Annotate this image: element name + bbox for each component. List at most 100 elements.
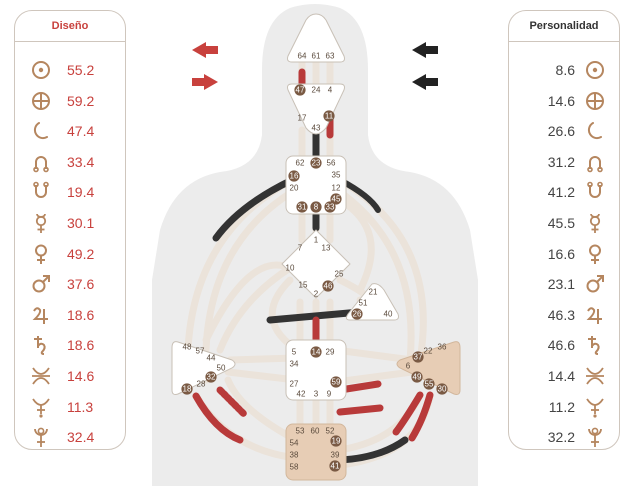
personality-row[interactable]: 41.2 bbox=[509, 177, 619, 207]
personality-row[interactable]: 46.3 bbox=[509, 300, 619, 330]
design-row[interactable]: 49.2 bbox=[15, 239, 125, 269]
personality-row[interactable]: 26.6 bbox=[509, 116, 619, 146]
spleen-center[interactable] bbox=[171, 341, 236, 395]
gate-16[interactable]: 16 bbox=[290, 172, 299, 181]
gate-27[interactable]: 27 bbox=[290, 380, 299, 389]
gate-54[interactable]: 54 bbox=[290, 439, 299, 448]
g-center[interactable] bbox=[281, 229, 351, 299]
gate-44[interactable]: 44 bbox=[207, 354, 216, 363]
personality-row[interactable]: 23.1 bbox=[509, 269, 619, 299]
gate-18[interactable]: 18 bbox=[183, 385, 192, 394]
ajna-center[interactable] bbox=[287, 83, 345, 135]
gate-36[interactable]: 36 bbox=[438, 343, 447, 352]
head-center[interactable] bbox=[287, 13, 345, 63]
solar-plexus-center[interactable] bbox=[396, 341, 461, 395]
gate-2[interactable]: 2 bbox=[314, 290, 319, 299]
gate-20[interactable]: 20 bbox=[290, 184, 299, 193]
gate-11[interactable]: 11 bbox=[325, 112, 334, 121]
gate-56[interactable]: 56 bbox=[327, 159, 336, 168]
design-row[interactable]: 33.4 bbox=[15, 147, 125, 177]
gate-30[interactable]: 30 bbox=[438, 385, 447, 394]
gate-61[interactable]: 61 bbox=[312, 52, 321, 61]
gate-3[interactable]: 3 bbox=[314, 390, 319, 399]
gate-63[interactable]: 63 bbox=[326, 52, 335, 61]
gate-23[interactable]: 23 bbox=[312, 159, 321, 168]
gate-10[interactable]: 10 bbox=[286, 264, 295, 273]
gate-58[interactable]: 58 bbox=[290, 463, 299, 472]
gate-17[interactable]: 17 bbox=[298, 114, 307, 123]
gate-25[interactable]: 25 bbox=[335, 270, 344, 279]
gate-45[interactable]: 45 bbox=[332, 195, 341, 204]
design-row[interactable]: 19.4 bbox=[15, 177, 125, 207]
personality-row[interactable]: 14.4 bbox=[509, 361, 619, 391]
personality-row[interactable]: 11.2 bbox=[509, 392, 619, 422]
gate-40[interactable]: 40 bbox=[384, 310, 393, 319]
design-row[interactable]: 59.2 bbox=[15, 86, 125, 116]
personality-row[interactable]: 46.6 bbox=[509, 330, 619, 360]
personality-row[interactable]: 14.6 bbox=[509, 86, 619, 116]
gate-41[interactable]: 41 bbox=[331, 462, 340, 471]
gate-24[interactable]: 24 bbox=[312, 86, 321, 95]
gate-8[interactable]: 8 bbox=[314, 203, 319, 212]
design-row[interactable]: 30.1 bbox=[15, 208, 125, 238]
design-row[interactable]: 18.6 bbox=[15, 330, 125, 360]
gate-59[interactable]: 59 bbox=[332, 378, 341, 387]
gate-32[interactable]: 32 bbox=[207, 373, 216, 382]
gate-43[interactable]: 43 bbox=[312, 124, 321, 133]
gate-50[interactable]: 50 bbox=[217, 364, 226, 373]
gate-1[interactable]: 1 bbox=[314, 236, 319, 245]
personality-value: 14.4 bbox=[547, 368, 575, 384]
gate-15[interactable]: 15 bbox=[299, 281, 308, 290]
personality-row[interactable]: 32.2 bbox=[509, 422, 619, 452]
personality-row[interactable]: 8.6 bbox=[509, 55, 619, 85]
gate-active-marker bbox=[324, 201, 336, 213]
gate-4[interactable]: 4 bbox=[328, 86, 333, 95]
gate-5[interactable]: 5 bbox=[292, 348, 297, 357]
design-row[interactable]: 47.4 bbox=[15, 116, 125, 146]
design-row[interactable]: 18.6 bbox=[15, 300, 125, 330]
gate-62[interactable]: 62 bbox=[296, 159, 305, 168]
gate-42[interactable]: 42 bbox=[297, 390, 306, 399]
gate-7[interactable]: 7 bbox=[298, 244, 303, 253]
gate-31[interactable]: 31 bbox=[298, 203, 307, 212]
gate-46[interactable]: 46 bbox=[324, 282, 333, 291]
south-node-icon bbox=[587, 182, 603, 199]
personality-row[interactable]: 16.6 bbox=[509, 239, 619, 269]
gate-37[interactable]: 37 bbox=[414, 353, 423, 362]
gate-29[interactable]: 29 bbox=[326, 348, 335, 357]
design-row[interactable]: 37.6 bbox=[15, 269, 125, 299]
gate-38[interactable]: 38 bbox=[290, 451, 299, 460]
gate-13[interactable]: 13 bbox=[322, 244, 331, 253]
gate-49[interactable]: 49 bbox=[413, 373, 422, 382]
design-row[interactable]: 55.2 bbox=[15, 55, 125, 85]
gate-48[interactable]: 48 bbox=[183, 343, 192, 352]
gate-9[interactable]: 9 bbox=[327, 390, 332, 399]
design-row[interactable]: 14.6 bbox=[15, 361, 125, 391]
gate-34[interactable]: 34 bbox=[290, 360, 299, 369]
gate-53[interactable]: 53 bbox=[296, 427, 305, 436]
gate-6[interactable]: 6 bbox=[406, 362, 411, 371]
gate-35[interactable]: 35 bbox=[332, 171, 341, 180]
personality-row[interactable]: 31.2 bbox=[509, 147, 619, 177]
gate-47[interactable]: 47 bbox=[296, 86, 305, 95]
gate-57[interactable]: 57 bbox=[196, 347, 205, 356]
gate-28[interactable]: 28 bbox=[197, 380, 206, 389]
sacral-center[interactable] bbox=[285, 339, 347, 401]
gate-60[interactable]: 60 bbox=[311, 427, 320, 436]
personality-row[interactable]: 45.5 bbox=[509, 208, 619, 238]
gate-39[interactable]: 39 bbox=[331, 451, 340, 460]
gate-51[interactable]: 51 bbox=[359, 299, 368, 308]
design-row[interactable]: 11.3 bbox=[15, 392, 125, 422]
design-row[interactable]: 32.4 bbox=[15, 422, 125, 452]
gate-14[interactable]: 14 bbox=[312, 348, 321, 357]
gate-21[interactable]: 21 bbox=[369, 288, 378, 297]
gate-64[interactable]: 64 bbox=[298, 52, 307, 61]
gate-26[interactable]: 26 bbox=[353, 310, 362, 319]
gate-33[interactable]: 33 bbox=[326, 203, 335, 212]
gate-22[interactable]: 22 bbox=[424, 347, 433, 356]
gate-52[interactable]: 52 bbox=[326, 427, 335, 436]
gate-12[interactable]: 12 bbox=[332, 184, 341, 193]
gate-19[interactable]: 19 bbox=[332, 437, 341, 446]
gate-active-marker bbox=[310, 157, 322, 169]
gate-55[interactable]: 55 bbox=[425, 380, 434, 389]
